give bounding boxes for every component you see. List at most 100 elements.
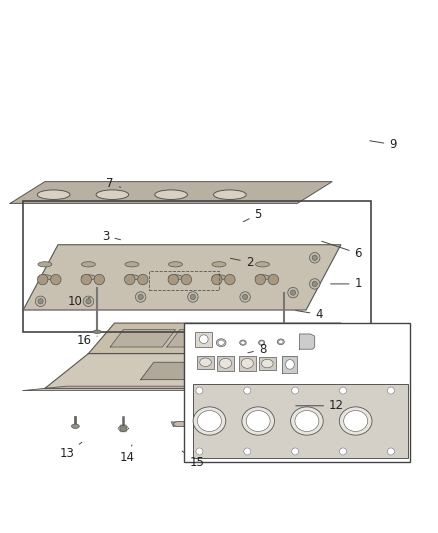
Ellipse shape (125, 275, 139, 280)
Text: 7: 7 (106, 177, 120, 190)
Ellipse shape (81, 275, 95, 280)
Polygon shape (254, 329, 311, 347)
Ellipse shape (255, 262, 269, 267)
Ellipse shape (214, 190, 246, 199)
Text: 16: 16 (77, 334, 97, 347)
Circle shape (244, 448, 251, 455)
Ellipse shape (198, 410, 221, 431)
Circle shape (244, 387, 251, 394)
Text: 14: 14 (120, 445, 135, 464)
Ellipse shape (81, 262, 95, 267)
Ellipse shape (295, 410, 319, 431)
Polygon shape (141, 362, 276, 379)
Circle shape (292, 448, 299, 455)
Text: 2: 2 (230, 256, 253, 269)
Circle shape (196, 387, 203, 394)
Circle shape (388, 387, 394, 394)
Circle shape (339, 387, 346, 394)
Ellipse shape (240, 340, 246, 345)
Circle shape (190, 294, 195, 300)
Text: 4: 4 (296, 308, 323, 321)
Text: 1: 1 (331, 277, 362, 290)
Ellipse shape (241, 341, 245, 344)
Text: 10: 10 (68, 295, 90, 308)
Ellipse shape (258, 340, 265, 345)
Circle shape (243, 294, 248, 300)
Polygon shape (23, 245, 341, 310)
Ellipse shape (261, 359, 273, 368)
Ellipse shape (286, 360, 294, 369)
Ellipse shape (344, 410, 367, 431)
Circle shape (339, 448, 346, 455)
Ellipse shape (290, 407, 323, 435)
Ellipse shape (219, 358, 232, 368)
Circle shape (50, 274, 61, 285)
FancyBboxPatch shape (217, 356, 234, 371)
Polygon shape (88, 323, 341, 353)
Ellipse shape (241, 358, 253, 368)
Circle shape (268, 274, 279, 285)
Ellipse shape (125, 262, 139, 267)
Text: 3: 3 (102, 230, 120, 243)
Circle shape (312, 281, 318, 287)
Ellipse shape (193, 407, 226, 435)
Circle shape (138, 294, 143, 300)
Ellipse shape (169, 275, 183, 280)
Circle shape (35, 296, 46, 306)
Circle shape (310, 279, 320, 289)
Ellipse shape (173, 422, 186, 426)
Circle shape (196, 448, 203, 455)
Ellipse shape (242, 407, 275, 435)
FancyBboxPatch shape (239, 356, 256, 371)
Ellipse shape (260, 341, 264, 344)
Ellipse shape (212, 262, 226, 267)
Ellipse shape (280, 343, 288, 346)
Ellipse shape (71, 424, 79, 429)
Circle shape (199, 335, 208, 344)
Ellipse shape (212, 275, 226, 280)
Text: 15: 15 (182, 451, 205, 469)
Ellipse shape (279, 340, 283, 344)
Ellipse shape (96, 190, 129, 199)
Circle shape (310, 253, 320, 263)
Ellipse shape (255, 275, 269, 280)
Circle shape (225, 274, 235, 285)
Circle shape (86, 298, 91, 304)
Polygon shape (23, 386, 315, 391)
Ellipse shape (277, 339, 284, 345)
Ellipse shape (120, 425, 127, 431)
Ellipse shape (37, 190, 70, 199)
Text: 13: 13 (59, 442, 82, 460)
Ellipse shape (200, 358, 211, 367)
Polygon shape (167, 329, 215, 347)
Circle shape (81, 274, 92, 285)
Ellipse shape (218, 340, 224, 345)
Polygon shape (300, 334, 315, 349)
Text: 12: 12 (296, 399, 344, 412)
Circle shape (38, 298, 43, 304)
Polygon shape (110, 329, 176, 347)
Circle shape (168, 274, 179, 285)
Text: 6: 6 (322, 241, 362, 260)
Polygon shape (10, 182, 332, 204)
Circle shape (290, 290, 296, 295)
Polygon shape (45, 353, 315, 389)
Circle shape (212, 274, 222, 285)
FancyBboxPatch shape (193, 384, 408, 458)
Ellipse shape (246, 410, 270, 431)
Ellipse shape (38, 275, 52, 280)
FancyBboxPatch shape (195, 332, 212, 347)
Circle shape (288, 287, 298, 298)
Circle shape (138, 274, 148, 285)
Circle shape (255, 274, 265, 285)
Polygon shape (282, 356, 297, 373)
Ellipse shape (216, 339, 226, 346)
Circle shape (135, 292, 146, 302)
FancyBboxPatch shape (259, 357, 276, 370)
Circle shape (187, 292, 198, 302)
Circle shape (94, 274, 105, 285)
Ellipse shape (339, 407, 372, 435)
Circle shape (312, 255, 318, 261)
Circle shape (240, 292, 251, 302)
Circle shape (83, 296, 94, 306)
